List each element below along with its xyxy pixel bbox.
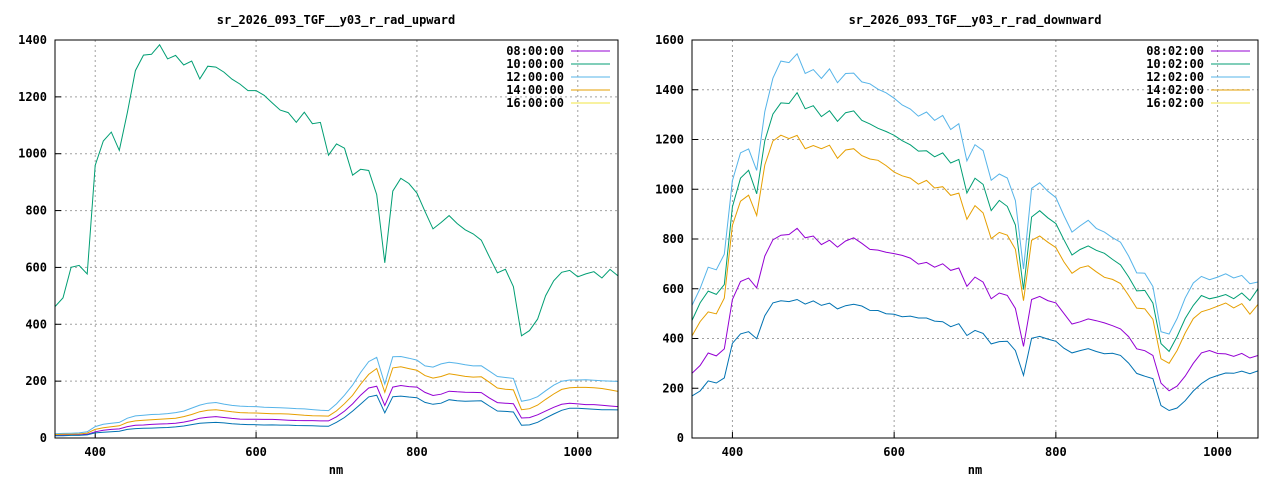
series-line-12-02-00: [692, 52, 1258, 335]
series-line-10-02-00: [692, 91, 1258, 353]
y-tick-label: 600: [662, 282, 684, 296]
y-tick-label: 1400: [18, 33, 47, 47]
legend-label: 10:00:00: [506, 57, 564, 71]
x-tick-label: 400: [84, 445, 106, 459]
y-tick-label: 800: [662, 232, 684, 246]
series-line-16-02-00: [692, 298, 1258, 412]
y-tick-label: 1000: [18, 147, 47, 161]
y-tick-label: 800: [25, 204, 47, 218]
chart-title: sr_2026_093_TGF__y03_r_rad_upward: [217, 13, 455, 28]
legend-label: 16:02:00: [1146, 96, 1204, 110]
series-line-16-00-00: [55, 394, 618, 437]
x-tick-label: 800: [406, 445, 428, 459]
y-tick-label: 1000: [655, 182, 684, 196]
y-tick-label: 400: [25, 317, 47, 331]
series-line-14-02-00: [692, 134, 1258, 364]
x-tick-label: 400: [722, 445, 744, 459]
legend-label: 08:00:00: [506, 44, 564, 58]
x-axis-label: nm: [968, 463, 982, 477]
y-tick-label: 0: [677, 431, 684, 445]
series-line-08-00-00: [55, 384, 618, 436]
chart-title: sr_2026_093_TGF__y03_r_rad_downward: [849, 13, 1102, 28]
y-tick-label: 400: [662, 332, 684, 346]
y-tick-label: 200: [662, 381, 684, 395]
legend-label: 14:00:00: [506, 83, 564, 97]
x-tick-label: 1000: [563, 445, 592, 459]
legend-label: 12:02:00: [1146, 70, 1204, 84]
series-group: [692, 52, 1258, 412]
legend-label: 10:02:00: [1146, 57, 1204, 71]
y-tick-label: 1200: [655, 133, 684, 147]
chart-panel-2: sr_2026_093_TGF__y03_r_rad_downward 400 60…: [655, 13, 1259, 477]
y-tick-label: 1400: [655, 83, 684, 97]
x-tick-label: 600: [883, 445, 905, 459]
plot-border: [54, 39, 619, 439]
series-line-08-02-00: [692, 227, 1258, 392]
series-line-12-00-00: [55, 355, 618, 435]
y-tick-label: 600: [25, 260, 47, 274]
legend-label: 16:00:00: [506, 96, 564, 110]
y-tick-label: 200: [25, 374, 47, 388]
x-axis-label: nm: [329, 463, 343, 477]
y-tick-label: 0: [40, 431, 47, 445]
legend-label: 08:02:00: [1146, 44, 1204, 58]
x-tick-label: 600: [245, 445, 267, 459]
y-tick-label: 1600: [655, 33, 684, 47]
plot-border: [691, 39, 1259, 439]
legend-label: 12:00:00: [506, 70, 564, 84]
y-tick-label: 1200: [18, 90, 47, 104]
x-tick-label: 800: [1045, 445, 1067, 459]
x-tick-label: 1000: [1203, 445, 1232, 459]
series-line-10-00-00: [55, 43, 618, 337]
legend-label: 14:02:00: [1146, 83, 1204, 97]
series-group: [55, 43, 618, 437]
series-line-14-00-00: [55, 366, 618, 436]
chart-panel-1: sr_2026_093_TGF__y03_r_rad_upward 400 600 8…: [18, 13, 619, 477]
